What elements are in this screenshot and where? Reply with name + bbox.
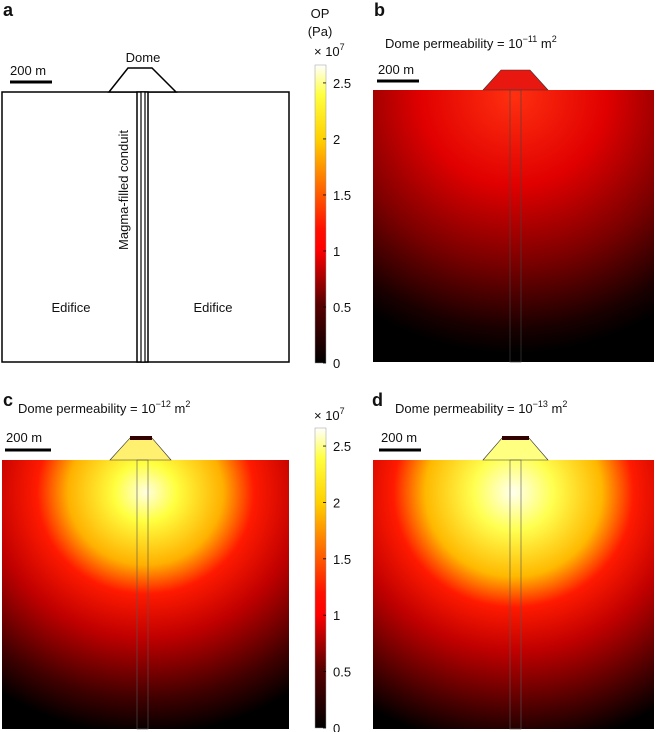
panel-title: Dome permeability = 10−12 m2 — [18, 399, 190, 416]
title-text: Dome permeability = 10 — [385, 36, 523, 51]
multiplier-text: × 10 — [314, 408, 340, 423]
colorbar-tick-label: 2 — [333, 495, 340, 510]
colorbar-title: OP — [311, 6, 330, 21]
multiplier-text: × 10 — [314, 44, 340, 59]
colorbar-multiplier: × 107 — [314, 42, 345, 59]
panel-label: c — [3, 390, 13, 410]
dome-label: Dome — [126, 50, 161, 65]
conduit — [136, 459, 149, 730]
colorbar-tick-label: 2 — [333, 132, 340, 147]
pressure-map — [373, 90, 654, 362]
dome-top — [130, 436, 152, 440]
scale-label: 200 m — [6, 430, 42, 445]
conduit — [509, 89, 522, 363]
dome-shape — [482, 437, 549, 461]
title-unit: m — [171, 401, 185, 416]
colorbar-tick-label: 1 — [333, 608, 340, 623]
conduit-inner — [140, 91, 146, 363]
scale-label: 200 m — [378, 62, 414, 77]
edifice-label: Edifice — [51, 300, 90, 315]
colorbar-tick-label: 2.5 — [333, 439, 351, 454]
pressure-map — [373, 460, 654, 729]
colorbar — [314, 427, 327, 729]
colorbar — [314, 64, 327, 364]
colorbar-tick-label: 0.5 — [333, 300, 351, 315]
title-unit: m — [537, 36, 551, 51]
title-exponent: −13 — [533, 399, 548, 409]
colorbar-unit: (Pa) — [308, 24, 333, 39]
title-text: Dome permeability = 10 — [18, 401, 156, 416]
title-unit-exponent: 2 — [552, 34, 557, 44]
panel-label: a — [3, 0, 14, 20]
title-exponent: −12 — [156, 399, 171, 409]
scale-label: 200 m — [381, 430, 417, 445]
colorbar-tick-label: 1.5 — [333, 552, 351, 567]
dome-top — [502, 436, 529, 440]
multiplier-exponent: 7 — [340, 406, 345, 416]
title-text: Dome permeability = 10 — [395, 401, 533, 416]
colorbar-tick-label: 1.5 — [333, 188, 351, 203]
pressure-map — [2, 460, 289, 729]
conduit-label: Magma-filled conduit — [116, 130, 131, 250]
panel-title: Dome permeability = 10−13 m2 — [395, 399, 567, 416]
multiplier-exponent: 7 — [340, 42, 345, 52]
panel-label: b — [374, 0, 385, 20]
title-unit-exponent: 2 — [562, 399, 567, 409]
title-exponent: −11 — [523, 34, 538, 44]
title-unit-exponent: 2 — [185, 399, 190, 409]
colorbar-tick-label: 0 — [333, 721, 340, 732]
dome-shape — [107, 67, 178, 93]
panel-title: Dome permeability = 10−11 m2 — [385, 34, 557, 51]
panel-label: d — [372, 390, 383, 410]
dome-shape — [109, 437, 172, 461]
colorbar-tick-label: 1 — [333, 244, 340, 259]
colorbar-multiplier: × 107 — [314, 406, 345, 423]
conduit — [509, 459, 522, 730]
colorbar-tick-label: 2.5 — [333, 76, 351, 91]
colorbar-tick-label: 0.5 — [333, 665, 351, 680]
scale-label: 200 m — [10, 63, 46, 78]
dome-shape — [482, 69, 549, 91]
title-unit: m — [548, 401, 562, 416]
colorbar-tick-label: 0 — [333, 356, 340, 371]
edifice-label: Edifice — [193, 300, 232, 315]
